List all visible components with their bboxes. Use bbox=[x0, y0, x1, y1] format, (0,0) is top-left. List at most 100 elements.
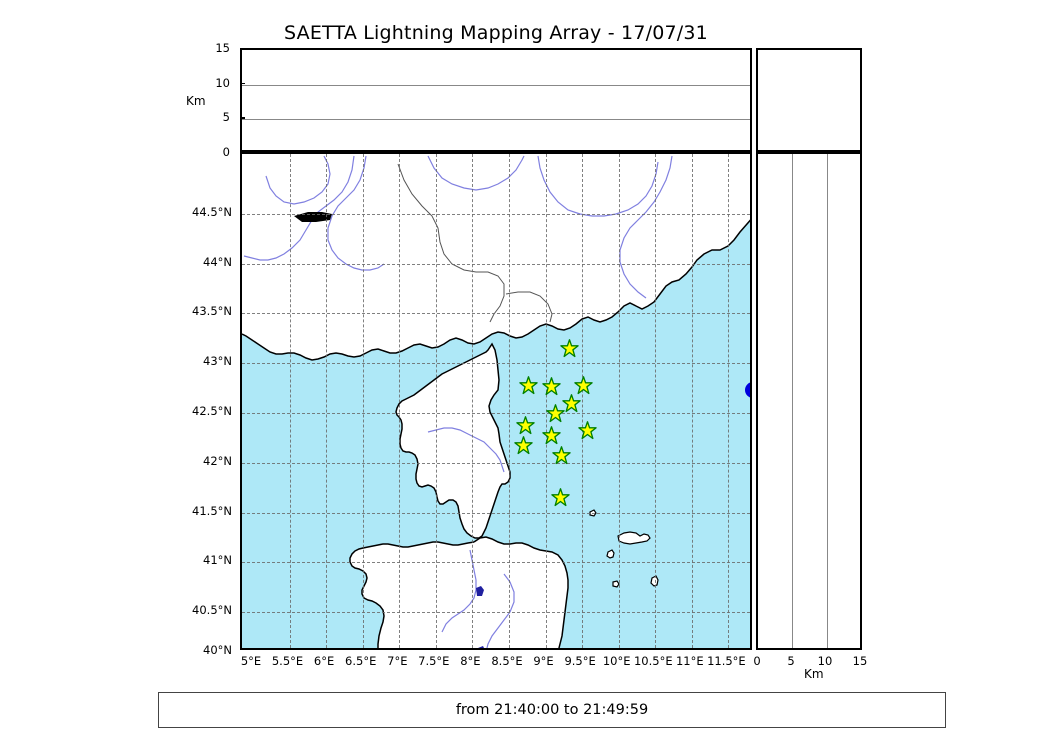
top-panel-ytick-5: 5 bbox=[222, 110, 230, 125]
map-gridline-lon-9.5 bbox=[582, 154, 584, 648]
time-range-caption: from 21:40:00 to 21:49:59 bbox=[455, 702, 649, 718]
map-gridline-lon-6 bbox=[326, 154, 328, 648]
map-gridline-lat-43.5 bbox=[242, 313, 750, 315]
map-xtick-11.5: 11.5°E bbox=[707, 654, 746, 668]
top-altitude-panel[interactable] bbox=[240, 48, 752, 152]
lma-station-star-marker[interactable] bbox=[577, 421, 597, 440]
corner-panel bbox=[756, 48, 862, 152]
landmass-sardinia bbox=[350, 537, 568, 648]
map-gridline-lon-9 bbox=[545, 154, 547, 648]
map-gridline-lon-7.5 bbox=[435, 154, 437, 648]
solution-dot-marker[interactable] bbox=[745, 382, 750, 399]
gridline-top-10 bbox=[242, 84, 750, 86]
lake-sardinia-2 bbox=[478, 646, 484, 648]
right-panel-axis-label: Km bbox=[804, 667, 824, 681]
river-2 bbox=[265, 155, 331, 205]
map-gridline-lon-11.5 bbox=[728, 154, 730, 648]
map-xtick-6.5: 6.5°E bbox=[345, 654, 377, 668]
island-elba bbox=[617, 531, 651, 545]
lma-station-star-marker[interactable] bbox=[518, 375, 538, 395]
map-xtick-7: 7°E bbox=[387, 654, 408, 668]
map-xtick-10.5: 10.5°E bbox=[633, 654, 673, 668]
lma-station-star-marker[interactable] bbox=[560, 338, 579, 358]
map-gridline-lon-10 bbox=[618, 154, 620, 648]
lma-station-star-marker[interactable] bbox=[574, 375, 593, 395]
lma-station-star-marker[interactable] bbox=[542, 426, 561, 445]
lma-station-star-marker[interactable] bbox=[561, 393, 581, 413]
marker-layer bbox=[242, 154, 750, 648]
river-corsica-golo bbox=[427, 427, 505, 473]
river-4 bbox=[537, 155, 659, 217]
lma-station-star-marker[interactable] bbox=[545, 403, 565, 423]
right-panel-xtick-15: 15 bbox=[852, 654, 868, 668]
right-panel-xtick-0: 0 bbox=[753, 654, 761, 668]
map-ytick-40.5: 40.5°N bbox=[192, 603, 232, 618]
gridline-top-5 bbox=[242, 119, 750, 121]
page-title: SAETTA Lightning Mapping Array - 17/07/3… bbox=[284, 22, 708, 44]
map-ytick-42.5: 42.5°N bbox=[192, 404, 232, 418]
map-xtick-8.5: 8.5°E bbox=[491, 654, 523, 668]
map-gridline-lat-42 bbox=[242, 462, 750, 464]
lma-station-star-marker[interactable] bbox=[552, 446, 571, 465]
coastline-sardinia bbox=[349, 536, 569, 648]
map-xtick-10: 10°E bbox=[602, 654, 631, 668]
gridline-right-5 bbox=[792, 154, 794, 648]
right-panel-xtick-10: 10 bbox=[817, 654, 833, 668]
map-gridline-lat-44.5 bbox=[242, 213, 750, 215]
map-xtick-6: 6°E bbox=[313, 654, 335, 668]
coastline-mainland bbox=[242, 219, 750, 361]
landmass-corsica bbox=[396, 344, 510, 538]
river-rhone bbox=[243, 155, 355, 261]
right-altitude-panel[interactable] bbox=[756, 152, 862, 650]
border-lines bbox=[397, 163, 505, 323]
island-capraia bbox=[606, 549, 615, 559]
map-gridline-lat-42.5 bbox=[242, 413, 750, 414]
river-arno bbox=[619, 155, 673, 299]
time-range-caption-box: from 21:40:00 to 21:49:59 bbox=[158, 692, 946, 728]
map-ytick-43.5: 43.5°N bbox=[192, 304, 232, 319]
map-xtick-8: 8°E bbox=[460, 654, 481, 668]
lake-sardinia-1 bbox=[476, 586, 484, 596]
map-gridline-lat-44 bbox=[242, 263, 750, 265]
map-xtick-5.5: 5.5°E bbox=[271, 654, 304, 668]
map-xtick-11: 11°E bbox=[675, 654, 704, 668]
map-ytick-42: 42°N bbox=[203, 453, 232, 468]
map-gridline-lon-7 bbox=[399, 154, 401, 648]
map-geography bbox=[242, 154, 750, 648]
top-panel-ytick-0: 0 bbox=[222, 145, 230, 159]
map-panel[interactable] bbox=[240, 152, 752, 650]
map-gridline-lon-5.5 bbox=[289, 154, 291, 648]
map-gridline-lon-11 bbox=[691, 154, 693, 648]
map-ytick-40: 40°N bbox=[203, 643, 232, 657]
map-ytick-41: 41°N bbox=[203, 553, 232, 568]
right-panel-xtick-5: 5 bbox=[787, 654, 795, 668]
island-montecristo bbox=[612, 580, 620, 588]
top-panel-ytick-10: 10 bbox=[215, 75, 230, 90]
top-panel-tick-mark-5 bbox=[240, 117, 245, 119]
top-panel-tick-mark-10 bbox=[240, 82, 245, 84]
map-gridline-lon-8.5 bbox=[509, 154, 510, 648]
map-gridline-lat-41 bbox=[242, 562, 750, 564]
map-xtick-9: 9°E bbox=[533, 654, 554, 668]
map-ytick-43: 43°N bbox=[203, 354, 232, 369]
river-sardinia-2 bbox=[486, 573, 515, 648]
top-panel-axis-label: Km bbox=[186, 94, 206, 108]
landmass-mainland-europe bbox=[242, 154, 750, 360]
lma-station-star-marker[interactable] bbox=[550, 488, 570, 507]
map-gridline-lon-10.5 bbox=[655, 154, 657, 648]
top-panel-ytick-15: 15 bbox=[215, 41, 230, 55]
map-ytick-44: 44°N bbox=[203, 254, 232, 269]
map-gridline-lon-8 bbox=[472, 154, 474, 648]
lma-station-star-marker[interactable] bbox=[514, 436, 533, 455]
lma-station-star-marker[interactable] bbox=[542, 376, 561, 396]
gridline-right-10 bbox=[826, 154, 828, 648]
map-xtick-5: 5°E bbox=[240, 654, 262, 668]
river-3 bbox=[327, 155, 385, 271]
map-gridline-lat-41.5 bbox=[242, 512, 750, 514]
lma-station-star-marker[interactable] bbox=[515, 416, 535, 435]
map-xtick-9.5: 9.5°E bbox=[564, 654, 596, 668]
river-po bbox=[427, 155, 525, 191]
map-xtick-7.5: 7.5°E bbox=[418, 654, 450, 668]
map-gridline-lon-6.5 bbox=[362, 154, 364, 648]
